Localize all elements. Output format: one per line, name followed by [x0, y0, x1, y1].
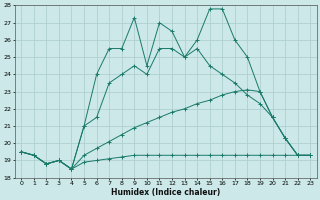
X-axis label: Humidex (Indice chaleur): Humidex (Indice chaleur)	[111, 188, 220, 197]
